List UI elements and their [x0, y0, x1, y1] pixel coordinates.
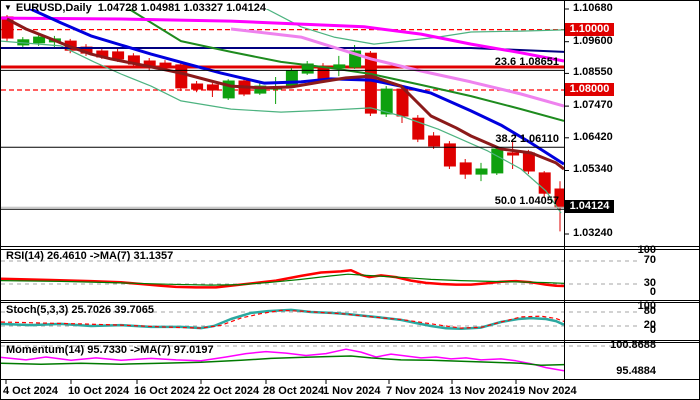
indicator-scale-label: 30	[643, 277, 656, 289]
indicator-scale-label: 0	[649, 324, 656, 336]
indicator-scale-label: 80	[643, 305, 656, 317]
date-axis-label: 10 Oct 2024	[68, 385, 130, 397]
candle-bull	[33, 36, 46, 44]
candle-bull	[301, 63, 314, 74]
overlay-magenta-ma	[1, 16, 564, 63]
overlay-pink-ma	[230, 27, 564, 108]
date-axis-label: 4 Oct 2024	[3, 385, 59, 397]
date-axis-label: 7 Nov 2024	[386, 385, 444, 397]
candle-bear	[191, 83, 204, 90]
overlay-lower-band	[1, 40, 562, 214]
indicator-scale-label: 70	[643, 254, 656, 266]
candle-bear	[206, 84, 219, 91]
price-axis-label: 1.07470	[573, 99, 613, 111]
indicator-scale-label: 100	[637, 244, 656, 256]
indicator-label-stoch: Stoch(5,3,3) 25.7026 39.7065	[6, 304, 154, 316]
price-axis-label: 1.08550	[573, 66, 613, 78]
candle-bull	[380, 88, 393, 115]
indicator-label-momentum: Momentum(14) 95.7330 ->MA(7) 97.0197	[6, 344, 214, 356]
candle-bear	[459, 162, 472, 175]
main-plot[interactable]	[1, 1, 566, 232]
indicator-scale-label: 100	[637, 300, 656, 312]
price-axis-label: 1.03240	[573, 227, 613, 239]
candle-bear	[522, 152, 535, 172]
indicator-scale-label: 20	[643, 319, 656, 331]
overlay-darkred-ma	[6, 17, 564, 171]
date-axis-label: 19 Nov 2024	[513, 385, 577, 397]
symbol-dropdown-icon[interactable]: ▼	[4, 3, 12, 12]
fib-label: 23.6 1.08651	[494, 56, 559, 68]
price-badge: 1.10000	[565, 23, 614, 36]
candle-bull	[491, 148, 504, 174]
indicator-scale-label: 0	[649, 286, 656, 298]
date-axis-label: 1 Nov 2024	[323, 385, 381, 397]
candle-bear	[443, 143, 456, 167]
date-axis-label: 22 Oct 2024	[198, 385, 260, 397]
candle-bull	[349, 50, 362, 68]
candle-bear	[159, 62, 172, 69]
candle-bear	[175, 64, 188, 89]
price-badge: 1.04124	[565, 200, 614, 213]
series-rsi-ma	[1, 273, 565, 286]
fib-label: 50.0 1.04057	[494, 195, 559, 207]
indicator-label-rsi: RSI(14) 26.4610 ->MA(7) 31.1357	[6, 250, 174, 262]
price-axis-label: 1.10680	[573, 2, 613, 14]
date-axis-label: 16 Oct 2024	[134, 385, 196, 397]
overlay-navy-line	[1, 47, 564, 53]
chart-title-bar: ▼ EURUSD,Daily 1.04728 1.04981 1.03327 1.0…	[4, 2, 266, 14]
chart-title-ohlc: 1.04728 1.04981 1.03327 1.04124	[97, 2, 266, 14]
price-badge: 1.08000	[565, 83, 614, 96]
series-momentum-ma	[1, 355, 565, 366]
candle-bear	[412, 117, 425, 140]
candle-bear	[507, 152, 520, 156]
date-axis-label: 13 Nov 2024	[449, 385, 513, 397]
price-axis-label: 1.09600	[573, 35, 613, 47]
price-axis-label: 1.06420	[573, 131, 613, 143]
indicator-scale-label: 100.8688	[610, 339, 656, 351]
candle-bear	[364, 52, 377, 114]
candle-bull	[333, 64, 346, 69]
indicator-scale-label: 95.4884	[616, 365, 656, 377]
candle-bear	[428, 135, 441, 147]
overlay-blue-ma	[26, 9, 564, 166]
series-momentum	[1, 348, 565, 372]
overlay-green-ma	[128, 9, 564, 122]
date-axis-label: 28 Oct 2024	[263, 385, 325, 397]
candle-bull	[475, 168, 488, 175]
chart-title-symbol: EURUSD,Daily	[15, 2, 92, 14]
candle-bull	[222, 80, 235, 99]
price-axis-label: 1.05340	[573, 163, 613, 175]
candle-bear	[538, 172, 551, 194]
series-rsi	[1, 268, 565, 289]
fib-label: 38.2 1.06110	[495, 133, 559, 145]
series-stoch-signal	[1, 309, 565, 329]
candle-bull	[285, 70, 298, 87]
overlay-upper-band	[265, 9, 564, 45]
candle-bull	[254, 85, 267, 94]
